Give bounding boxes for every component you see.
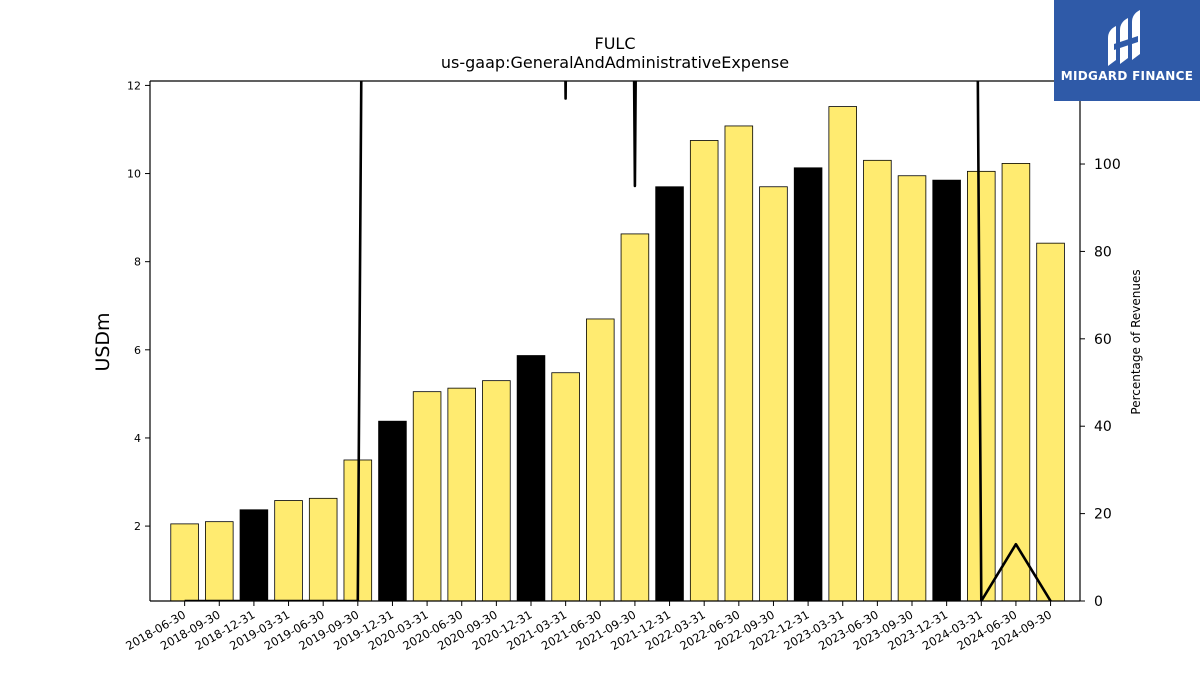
y2-tick-label: 20 <box>1094 507 1112 523</box>
bars-group <box>170 106 1065 602</box>
bar <box>378 420 407 602</box>
bar <box>170 523 199 602</box>
bar <box>308 497 338 602</box>
bar <box>759 186 788 602</box>
bar <box>655 186 684 602</box>
bar <box>620 233 650 602</box>
bar <box>828 106 857 602</box>
y-tick-label: 12 <box>127 79 141 92</box>
bar <box>586 318 615 602</box>
bar <box>793 167 823 602</box>
bar <box>1001 163 1031 602</box>
y-tick-label: 4 <box>134 432 141 445</box>
brand-name: MIDGARD FINANCE <box>1060 69 1194 83</box>
y2-tick-label: 40 <box>1094 419 1112 435</box>
chart-title: FULC <box>595 34 636 53</box>
y2-tick-label: 60 <box>1094 332 1112 348</box>
y-tick-label: 2 <box>134 520 141 533</box>
bar <box>897 175 927 602</box>
y-tick-label: 8 <box>134 256 141 269</box>
y2-tick-label: 80 <box>1094 244 1112 260</box>
bar <box>1036 242 1065 602</box>
y2-tick-label: 0 <box>1094 594 1103 610</box>
brand-mark-icon <box>1108 10 1140 66</box>
y-axis-label: USDm <box>92 312 114 371</box>
ratio-line-group <box>184 81 1052 601</box>
y2-tick-label: 100 <box>1094 157 1121 173</box>
ratio-line <box>184 81 1052 601</box>
bar <box>205 521 234 602</box>
bar <box>932 179 961 602</box>
bar <box>482 380 511 602</box>
bar <box>412 391 442 602</box>
bar <box>689 140 719 602</box>
bar <box>516 355 546 602</box>
bar <box>724 125 754 602</box>
bar <box>239 509 269 602</box>
y-tick-label: 10 <box>127 168 141 181</box>
y-tick-label: 6 <box>134 344 141 357</box>
bar <box>274 500 303 602</box>
bar <box>447 387 476 602</box>
y2-axis-label: Percentage of Revenues <box>1129 269 1143 414</box>
bar <box>551 372 580 602</box>
bar <box>863 159 892 602</box>
brand-logo: MIDGARD FINANCE <box>1054 0 1200 101</box>
chart-subtitle: us-gaap:GeneralAndAdministrativeExpense <box>441 53 789 72</box>
